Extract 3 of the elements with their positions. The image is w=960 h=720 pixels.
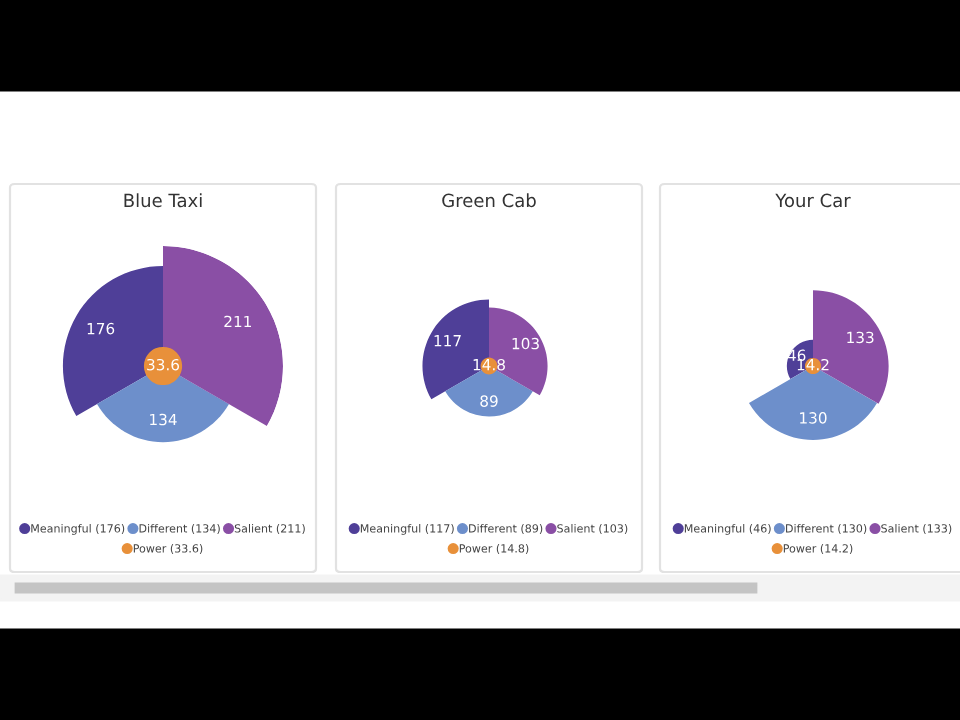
text: Blue Taxi — [124, 193, 202, 208]
text: Green Cab — [442, 193, 536, 208]
text: Your Car — [775, 193, 851, 208]
